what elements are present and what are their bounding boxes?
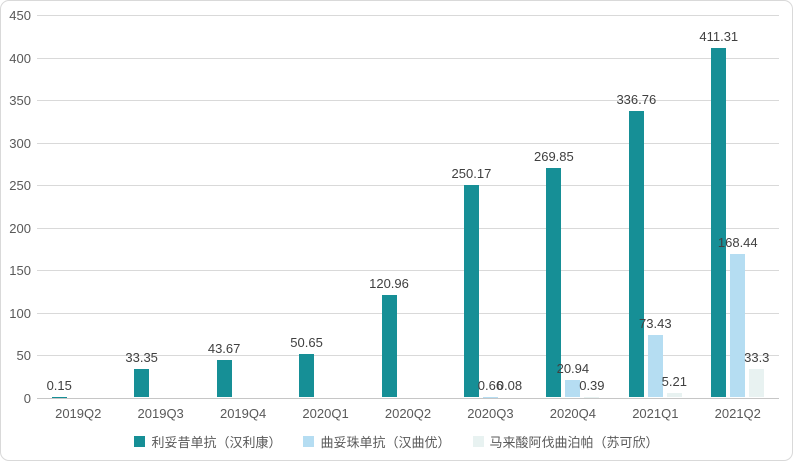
bar-value-label: 336.76 xyxy=(616,92,657,108)
bar-value-label: 168.44 xyxy=(717,235,758,251)
x-tick-label: 2019Q3 xyxy=(137,405,184,421)
y-tick-label: 0 xyxy=(23,390,31,406)
bar-value-label: 73.43 xyxy=(639,316,672,332)
gridline xyxy=(37,312,779,314)
y-tick-label: 50 xyxy=(16,348,31,363)
bar xyxy=(546,168,562,398)
bar-value-label: 50.65 xyxy=(290,335,323,351)
bar-value-label: 0.08 xyxy=(496,378,523,394)
bar-value-label: 5.21 xyxy=(661,374,687,390)
legend-item: 马来酸阿伐曲泊帕（苏可欣） xyxy=(472,432,659,451)
gridline xyxy=(37,100,779,101)
y-tick-label: 200 xyxy=(9,220,31,236)
y-tick-label: 150 xyxy=(9,263,31,278)
x-tick-label: 2020Q1 xyxy=(302,405,349,421)
x-tick-label: 2019Q4 xyxy=(219,405,267,421)
bar-value-label: 269.85 xyxy=(533,149,574,165)
gridline xyxy=(37,355,779,356)
legend-swatch-icon xyxy=(303,436,315,447)
legend-swatch-icon xyxy=(134,436,146,447)
bar-value-label: 43.67 xyxy=(207,341,241,357)
bar xyxy=(565,379,581,398)
y-tick-label: 450 xyxy=(9,8,31,23)
y-tick-label: 100 xyxy=(9,305,31,321)
gridline xyxy=(37,227,779,229)
gridline xyxy=(37,185,779,186)
y-tick-label: 400 xyxy=(9,50,31,66)
bar-value-label: 0.15 xyxy=(46,378,72,394)
y-tick-label: 350 xyxy=(9,93,31,108)
bar-value-label: 0.39 xyxy=(579,378,605,394)
legend-label: 马来酸阿伐曲泊帕（苏可欣） xyxy=(489,435,659,450)
bar xyxy=(134,369,150,398)
y-tick-label: 300 xyxy=(9,135,31,151)
bar xyxy=(628,111,644,398)
bar-value-label: 411.31 xyxy=(699,28,739,44)
x-tick-label: 2020Q2 xyxy=(384,405,432,421)
legend-swatch-icon xyxy=(472,436,484,447)
bar-value-label: 250.17 xyxy=(451,165,492,181)
legend-item: 利妥昔单抗（汉利康） xyxy=(134,432,281,451)
bar xyxy=(381,294,397,398)
bar xyxy=(463,184,479,398)
bar xyxy=(749,369,765,398)
bar xyxy=(711,47,727,398)
legend-label: 利妥昔单抗（汉利康） xyxy=(151,435,282,450)
gridline xyxy=(37,142,779,144)
bar xyxy=(666,393,682,398)
legend-label: 曲妥珠单抗（汉曲优） xyxy=(320,435,451,450)
bar xyxy=(730,254,746,398)
bar-value-label: 20.94 xyxy=(556,360,590,376)
bar-value-label: 0.66 xyxy=(477,377,504,393)
gridline xyxy=(37,15,779,16)
gridline xyxy=(37,57,779,59)
x-axis-line xyxy=(37,397,779,399)
bar xyxy=(647,335,663,398)
gridline xyxy=(37,270,779,271)
bar-value-label: 120.96 xyxy=(369,275,409,291)
bar-value-label: 33.35 xyxy=(125,350,158,366)
legend-item: 曲妥珠单抗（汉曲优） xyxy=(303,432,451,451)
x-tick-label: 2019Q2 xyxy=(55,405,102,421)
bar-value-label: 33.3 xyxy=(744,350,770,366)
legend: 利妥昔单抗（汉利康） 曲妥珠单抗（汉曲优） 马来酸阿伐曲泊帕（苏可欣） xyxy=(1,432,792,451)
bar xyxy=(299,354,315,398)
bar xyxy=(216,360,232,398)
y-tick-label: 250 xyxy=(9,178,31,193)
x-tick-label: 2021Q2 xyxy=(714,405,761,421)
bar xyxy=(482,396,498,398)
x-tick-label: 2020Q3 xyxy=(467,405,514,421)
x-tick-label: 2020Q4 xyxy=(549,405,597,421)
x-tick-label: 2021Q1 xyxy=(632,405,679,421)
